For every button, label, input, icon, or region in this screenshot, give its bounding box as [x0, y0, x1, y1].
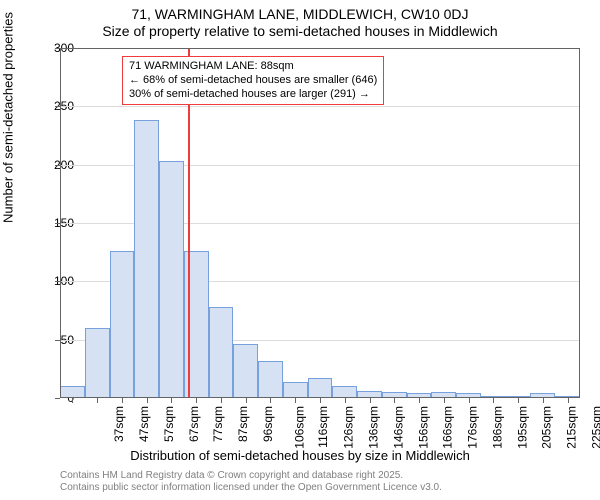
x-tick-label: 116sqm [316, 406, 330, 448]
bar [159, 161, 184, 398]
x-tick-label: 57sqm [162, 406, 176, 442]
x-tick-mark [171, 398, 172, 403]
x-tick-label: 215sqm [565, 406, 579, 449]
x-tick-mark [345, 398, 346, 403]
y-tick-mark [55, 398, 60, 399]
x-tick-mark [246, 398, 247, 403]
bar [456, 393, 481, 398]
bar [283, 382, 308, 398]
chart-title-sub: Size of property relative to semi-detach… [0, 23, 600, 39]
chart-container: 71, WARMINGHAM LANE, MIDDLEWICH, CW10 0D… [0, 0, 600, 500]
x-tick-mark [320, 398, 321, 403]
x-tick-label: 186sqm [491, 406, 505, 449]
x-tick-mark [370, 398, 371, 403]
bar [308, 378, 333, 398]
plot-area: 71 WARMINGHAM LANE: 88sqm ← 68% of semi-… [60, 48, 580, 398]
attribution-footer: Contains HM Land Registry data © Crown c… [60, 470, 442, 494]
x-tick-mark [419, 398, 420, 403]
x-tick-label: 166sqm [441, 406, 455, 449]
bar [357, 391, 382, 398]
x-tick-label: 195sqm [515, 406, 529, 449]
x-tick-label: 205sqm [540, 406, 554, 449]
bar [184, 251, 209, 398]
x-tick-label: 47sqm [137, 406, 151, 442]
x-tick-mark [493, 398, 494, 403]
x-tick-mark [147, 398, 148, 403]
x-tick-label: 126sqm [342, 406, 356, 449]
bar [481, 396, 506, 398]
bar [258, 361, 283, 398]
bar [209, 307, 234, 398]
annotation-box: 71 WARMINGHAM LANE: 88sqm ← 68% of semi-… [122, 56, 384, 105]
annotation-line-1: 71 WARMINGHAM LANE: 88sqm [129, 60, 377, 74]
x-axis-label: Distribution of semi-detached houses by … [0, 448, 600, 463]
x-tick-mark [394, 398, 395, 403]
x-tick-label: 96sqm [261, 406, 275, 442]
bar [530, 393, 555, 398]
bar [233, 344, 258, 398]
x-tick-label: 77sqm [211, 406, 225, 442]
bar [110, 251, 135, 398]
annotation-line-3: 30% of semi-detached houses are larger (… [129, 88, 377, 102]
x-tick-label: 136sqm [367, 406, 381, 449]
x-tick-label: 37sqm [112, 406, 126, 442]
x-tick-label: 176sqm [466, 406, 480, 449]
x-tick-mark [97, 398, 98, 403]
x-tick-mark [568, 398, 569, 403]
x-tick-mark [518, 398, 519, 403]
x-tick-mark [122, 398, 123, 403]
x-tick-label: 225sqm [590, 406, 600, 449]
bar [407, 393, 432, 398]
x-tick-label: 67sqm [187, 406, 201, 442]
y-axis-label: Number of semi-detached properties [1, 12, 16, 223]
footer-line-2: Contains public sector information licen… [60, 482, 442, 494]
bar [85, 328, 110, 398]
x-tick-label: 146sqm [391, 406, 405, 449]
annotation-line-2: ← 68% of semi-detached houses are smalle… [129, 74, 377, 88]
footer-line-1: Contains HM Land Registry data © Crown c… [60, 470, 442, 482]
bar [134, 120, 159, 398]
x-tick-mark [543, 398, 544, 403]
x-tick-mark [469, 398, 470, 403]
x-tick-mark [444, 398, 445, 403]
x-tick-mark [295, 398, 296, 403]
x-tick-label: 156sqm [416, 406, 430, 449]
bar [555, 396, 580, 398]
x-tick-mark [221, 398, 222, 403]
x-tick-mark [270, 398, 271, 403]
bar [506, 396, 531, 398]
x-tick-mark [72, 398, 73, 403]
x-tick-label: 106sqm [292, 406, 306, 449]
bar [60, 386, 85, 398]
bar [431, 392, 456, 398]
bar [382, 392, 407, 398]
x-tick-mark [196, 398, 197, 403]
chart-title-main: 71, WARMINGHAM LANE, MIDDLEWICH, CW10 0D… [0, 6, 600, 22]
bar [332, 386, 357, 398]
x-tick-label: 87sqm [236, 406, 250, 442]
